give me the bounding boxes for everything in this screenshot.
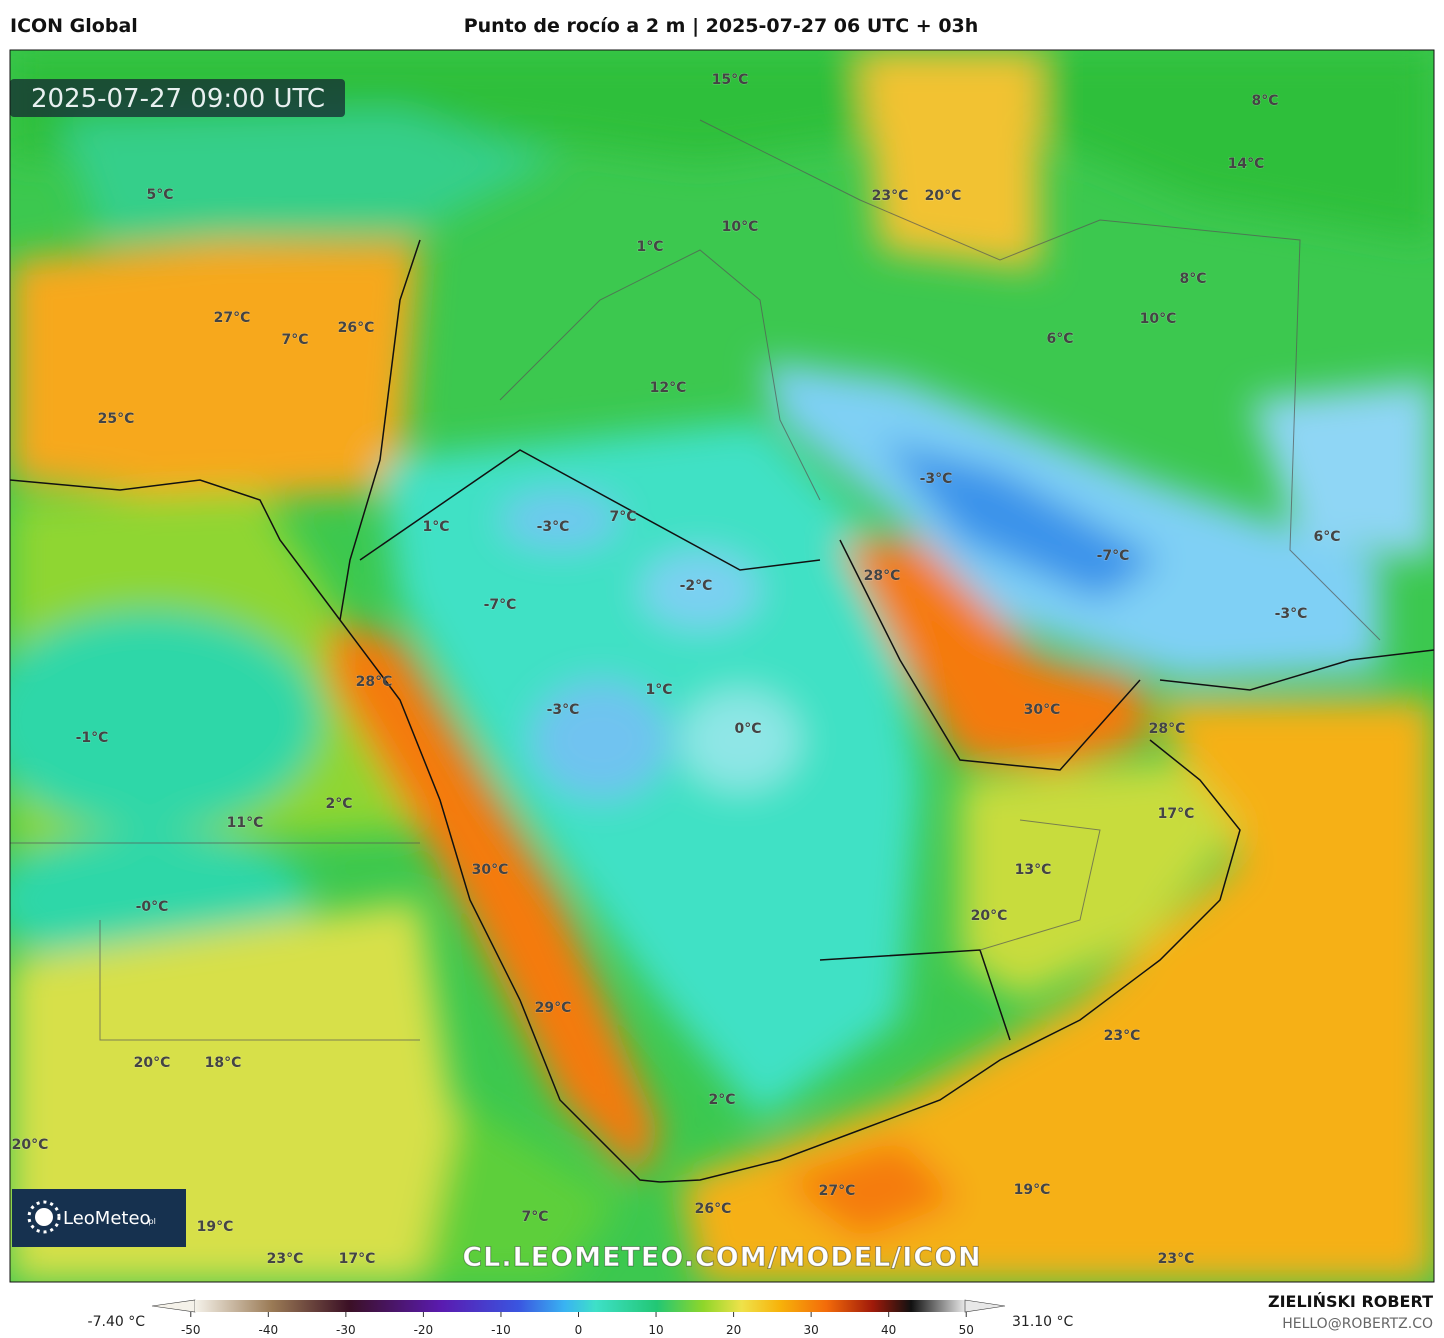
logo-rays <box>27 1200 61 1234</box>
colorbar-min: -7.40 °C <box>88 1314 146 1330</box>
colorbar-tick-label: 30 <box>803 1323 818 1337</box>
temperature-label: -3°C <box>1275 606 1308 622</box>
borders <box>10 239 1434 1183</box>
temperature-label: 25°C <box>98 411 135 427</box>
colorbar-low-arrow <box>151 1299 196 1313</box>
logo-sun <box>35 1208 53 1226</box>
admin-borders <box>10 119 1381 1041</box>
temperature-label: 28°C <box>864 568 901 584</box>
map: 15°C 8°C 14°C 23°C 20°C 5°C 10°C 1°C 8°C 27°C 7°C 2… <box>10 50 1434 1282</box>
temperature-label: 7°C <box>521 1209 548 1225</box>
colorbar: -7.40 °C 31.10 °C -50 -40 -30 -20 -10 0 10 20 30… <box>88 1299 1074 1337</box>
temperature-label: 1°C <box>645 682 672 698</box>
temperature-label: -3°C <box>920 471 953 487</box>
temperature-label: 11°C <box>227 815 264 831</box>
temperature-label: -0°C <box>136 899 169 915</box>
temperature-label: 30°C <box>1024 702 1061 718</box>
temperature-label: 26°C <box>338 320 375 336</box>
temperature-label: 2°C <box>708 1092 735 1108</box>
temperature-label: 17°C <box>339 1251 376 1267</box>
temperature-label: 8°C <box>1251 93 1278 109</box>
temperature-label: -2°C <box>680 578 713 594</box>
colorbar-tick-label: 0 <box>575 1323 583 1337</box>
map-labels: 15°C 8°C 14°C 23°C 20°C 5°C 10°C 1°C 8°C 27°C 7°C 2… <box>11 72 1341 1268</box>
temperature-label: 30°C <box>472 862 509 878</box>
temperature-label: 20°C <box>971 908 1008 924</box>
temperature-label: 20°C <box>12 1137 49 1153</box>
colorbar-max: 31.10 °C <box>1012 1314 1074 1330</box>
temperature-label: -7°C <box>1097 548 1130 564</box>
map-title: Punto de rocío a 2 m | 2025-07-27 06 UTC… <box>464 15 979 37</box>
temperature-label: 14°C <box>1228 156 1265 172</box>
temperature-label: 15°C <box>712 72 749 88</box>
temperature-label: 27°C <box>214 310 251 326</box>
temperature-label: 6°C <box>1313 529 1340 545</box>
temperature-label: -3°C <box>547 702 580 718</box>
temperature-label: 28°C <box>1149 721 1186 737</box>
colorbar-high-arrow <box>964 1299 1006 1313</box>
temperature-label: 19°C <box>197 1219 234 1235</box>
map-frame <box>9 49 1435 1283</box>
temperature-label: 20°C <box>925 188 962 204</box>
temperature-label: 20°C <box>134 1055 171 1071</box>
temperature-label: 0°C <box>734 721 761 737</box>
colorbar-tick-label: 20 <box>726 1323 741 1337</box>
logo-suffix: .pl <box>146 1217 156 1226</box>
colorbar-tick-label: -10 <box>491 1323 511 1337</box>
colorbar-tick-label: 50 <box>959 1323 974 1337</box>
colorbar-tick-label: -40 <box>259 1323 279 1337</box>
author: ZIELIŃSKI ROBERT <box>1268 1292 1433 1311</box>
timestamp-box <box>10 79 345 117</box>
colorbar-bar <box>195 1300 965 1312</box>
temperature-label: 8°C <box>1179 271 1206 287</box>
model-name: ICON Global <box>10 15 138 37</box>
colorbar-tick-label: 10 <box>648 1323 663 1337</box>
temperature-label: 18°C <box>205 1055 242 1071</box>
temperature-label: -3°C <box>537 519 570 535</box>
watermark: CL.LEOMETEO.COM/MODEL/ICON <box>462 1242 981 1273</box>
temperature-label: 2°C <box>325 796 352 812</box>
temperature-label: -7°C <box>484 597 517 613</box>
temperature-label: 23°C <box>1104 1028 1141 1044</box>
temperature-label: 12°C <box>650 380 687 396</box>
colorbar-tick-label: -30 <box>336 1323 356 1337</box>
temperature-label: 27°C <box>819 1183 856 1199</box>
temperature-label: 23°C <box>267 1251 304 1267</box>
timestamp: 2025-07-27 09:00 UTC <box>31 84 325 114</box>
temperature-label: 17°C <box>1158 806 1195 822</box>
temperature-label: 7°C <box>281 332 308 348</box>
temperature-label: 1°C <box>422 519 449 535</box>
temperature-label: 6°C <box>1046 331 1073 347</box>
temperature-label: 29°C <box>535 1000 572 1016</box>
colorbar-tick-label: -50 <box>181 1323 201 1337</box>
logo-text: LeoMeteo <box>63 1208 151 1229</box>
temperature-label: 1°C <box>636 239 663 255</box>
colorbar-tick-label: 40 <box>881 1323 896 1337</box>
temperature-label: 7°C <box>609 509 636 525</box>
colorbar-tick-label: -20 <box>414 1323 434 1337</box>
temperature-label: 26°C <box>695 1201 732 1217</box>
temperature-label: 13°C <box>1015 862 1052 878</box>
temperature-label: 5°C <box>146 187 173 203</box>
temperature-label: 19°C <box>1014 1182 1051 1198</box>
temperature-label: -1°C <box>76 730 109 746</box>
temperature-label: 23°C <box>872 188 909 204</box>
temperature-label: 28°C <box>356 674 393 690</box>
temperature-label: 23°C <box>1158 1251 1195 1267</box>
temperature-label: 10°C <box>722 219 759 235</box>
email: HELLO@ROBERTZ.CO <box>1282 1316 1433 1332</box>
temperature-label: 10°C <box>1140 311 1177 327</box>
